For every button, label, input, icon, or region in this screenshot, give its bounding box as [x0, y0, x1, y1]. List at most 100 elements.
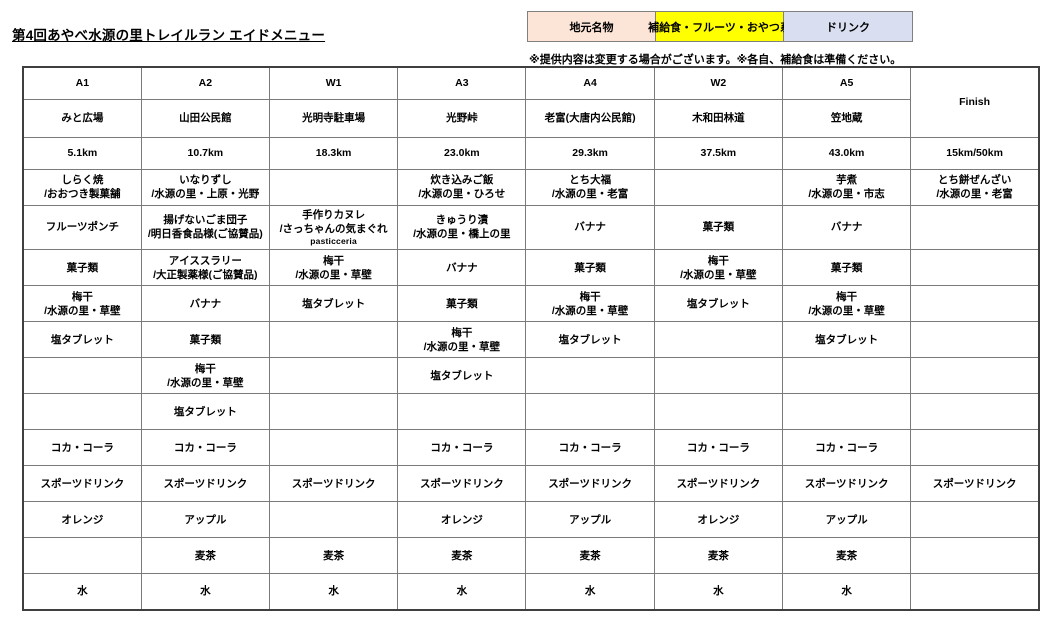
cell-line: /さっちゃんの気まぐれ: [279, 222, 388, 235]
cell-line: スポーツドリンク: [291, 477, 376, 490]
cell-line: 木和田林道: [692, 111, 745, 124]
menu-cell-W1-9: スポーツドリンク: [268, 465, 399, 503]
menu-cell-A2-11: 麦茶: [140, 537, 270, 575]
menu-cell-A1-1: しらく焼/おおつき製菓舗: [22, 168, 142, 206]
legend-item-label: 補給食・フルーツ・おやつ系: [648, 21, 791, 34]
aid-code-A4: A4: [525, 66, 655, 100]
cell-line: 梅干: [579, 290, 601, 303]
cell-line: /水源の里・老富: [551, 188, 629, 200]
menu-cell-A5-9: スポーツドリンク: [781, 465, 912, 503]
cell-line: /水源の里・老富: [936, 188, 1013, 200]
aid-place-W1: 光明寺駐車場: [268, 98, 399, 138]
cell-line: スポーツドリンク: [548, 477, 632, 490]
menu-cell-Finish-1: とち餅ぜんざい/水源の里・老富: [910, 168, 1040, 206]
cell-line: 塩タブレット: [686, 297, 750, 310]
menu-row: 梅干/水源の里・草壁 塩タブレット: [22, 357, 1040, 395]
cell-line: 菓子類: [830, 261, 863, 274]
aid-distance-A4: 29.3km: [525, 136, 655, 170]
cell-line: /水源の里・草壁: [167, 376, 244, 389]
menu-cell-A4-3: 菓子類: [525, 249, 655, 287]
menu-cell-W2-3: 梅干/水源の里・草壁: [653, 249, 783, 287]
menu-cell-A4-9: スポーツドリンク: [525, 465, 655, 503]
menu-cell-A5-11: 麦茶: [781, 537, 912, 575]
aid-distance-W2: 37.5km: [653, 136, 783, 170]
aid-place-A1: みと広場: [22, 98, 142, 138]
menu-cell-W2-6: [653, 357, 783, 395]
cell-line: 水: [77, 585, 88, 598]
menu-row: コカ・コーラ コカ・コーラ コカ・コーラ コカ・コーラ コカ・コーラ コカ・コーラ: [22, 429, 1040, 467]
cell-line: /水源の里・橋上の里: [413, 228, 511, 241]
menu-cell-Finish-4: [910, 285, 1040, 323]
cell-line: しらく焼: [61, 173, 104, 186]
menu-cell-A3-11: 麦茶: [397, 537, 527, 575]
cell-line: /水源の里・上原・光野: [151, 188, 260, 200]
cell-line: とち餅ぜんざい: [937, 173, 1012, 186]
cell-line: コカ・コーラ: [558, 441, 622, 454]
aid-distance-A1: 5.1km: [22, 136, 142, 170]
legend-item-peach: 地元名物: [528, 12, 656, 41]
cell-line: 水: [584, 585, 596, 598]
menu-cell-W2-9: スポーツドリンク: [653, 465, 783, 503]
menu-cell-W2-12: 水: [653, 573, 783, 611]
menu-cell-A1-3: 菓子類: [22, 249, 142, 287]
cell-line: バナナ: [574, 221, 606, 234]
cell-line: 塩タブレット: [558, 333, 622, 346]
cell-line: アイススラリー: [168, 254, 242, 267]
cell-line: スポーツドリンク: [676, 477, 761, 490]
cell-line: コカ・コーラ: [50, 441, 114, 454]
cell-line: A5: [839, 77, 854, 90]
menu-cell-W1-2: 手作りカヌレ/さっちゃんの気まぐれ pasticceria: [268, 204, 399, 251]
aid-code-A2: A2: [140, 66, 270, 100]
cell-line: 麦茶: [194, 549, 216, 562]
cell-line: フルーツポンチ: [45, 221, 119, 234]
aid-place-A3: 光野峠: [397, 98, 527, 138]
menu-cell-W1-4: 塩タブレット: [268, 285, 399, 323]
cell-line: A3: [455, 77, 469, 90]
cell-line: pasticceria: [310, 235, 357, 246]
menu-row: 菓子類 アイススラリー/大正製薬様(ご協賛品) 梅干/水源の里・草壁 バナナ 菓子類 梅干…: [22, 249, 1040, 287]
cell-line: バナナ: [189, 297, 222, 310]
menu-cell-W2-8: コカ・コーラ: [653, 429, 783, 467]
cell-line: 芋煮: [836, 173, 858, 186]
cell-line: /水源の里・ひろせ: [418, 188, 506, 200]
menu-cell-W1-7: [268, 393, 399, 431]
menu-cell-W1-3: 梅干/水源の里・草壁: [268, 249, 399, 287]
cell-line: コカ・コーラ: [430, 441, 494, 454]
cell-line: 37.5km: [700, 146, 737, 159]
cell-line: 山田公民館: [179, 111, 232, 124]
cell-line: Finish: [959, 96, 991, 109]
cell-line: /大正製薬様(ご協賛品): [153, 268, 258, 281]
menu-cell-W1-12: 水: [268, 573, 399, 611]
menu-cell-A1-2: フルーツポンチ: [22, 204, 142, 251]
menu-cell-A1-9: スポーツドリンク: [22, 465, 142, 503]
menu-cell-Finish-12: [910, 573, 1040, 611]
header-row-distances: 5.1km 10.7km 18.3km 23.0km 29.3km 37.5km 43.0k…: [22, 136, 1040, 170]
menu-cell-A5-10: アップル: [781, 501, 912, 539]
aid-code-A3: A3: [397, 66, 527, 100]
aid-code-W1: W1: [268, 66, 399, 100]
cell-line: W1: [325, 77, 342, 90]
cell-line: いなりずし: [179, 173, 232, 186]
cell-line: 18.3km: [315, 146, 352, 159]
menu-cell-W2-5: [653, 321, 783, 359]
cell-line: スポーツドリンク: [163, 477, 248, 490]
aid-distance-A2: 10.7km: [140, 136, 270, 170]
aid-distance-W1: 18.3km: [268, 136, 399, 170]
menu-cell-A1-6: [22, 357, 142, 395]
cell-line: オレンジ: [440, 513, 483, 526]
menu-row: スポーツドリンク スポーツドリンク スポーツドリンク スポーツドリンク スポーツドリンク…: [22, 465, 1040, 503]
menu-cell-A4-2: バナナ: [525, 204, 655, 251]
menu-cell-A2-8: コカ・コーラ: [140, 429, 270, 467]
menu-row: 麦茶 麦茶 麦茶 麦茶 麦茶 麦茶: [22, 537, 1040, 575]
menu-cell-A4-6: [525, 357, 655, 395]
menu-cell-Finish-9: スポーツドリンク: [910, 465, 1040, 503]
legend-note: ※提供内容は変更する場合がございます。※各自、補給食は準備ください。: [529, 54, 902, 66]
cell-line: 梅干: [836, 290, 858, 303]
menu-row: 梅干/水源の里・草壁 バナナ 塩タブレット 菓子類 梅干/水源の里・草壁 塩タブレット 梅干…: [22, 285, 1040, 323]
menu-cell-W2-2: 菓子類: [653, 204, 783, 251]
cell-line: 老富(大唐内公民館): [544, 111, 636, 124]
menu-row: 塩タブレット: [22, 393, 1040, 431]
menu-cell-A2-12: 水: [140, 573, 270, 611]
menu-cell-Finish-5: [910, 321, 1040, 359]
menu-cell-A3-4: 菓子類: [397, 285, 527, 323]
